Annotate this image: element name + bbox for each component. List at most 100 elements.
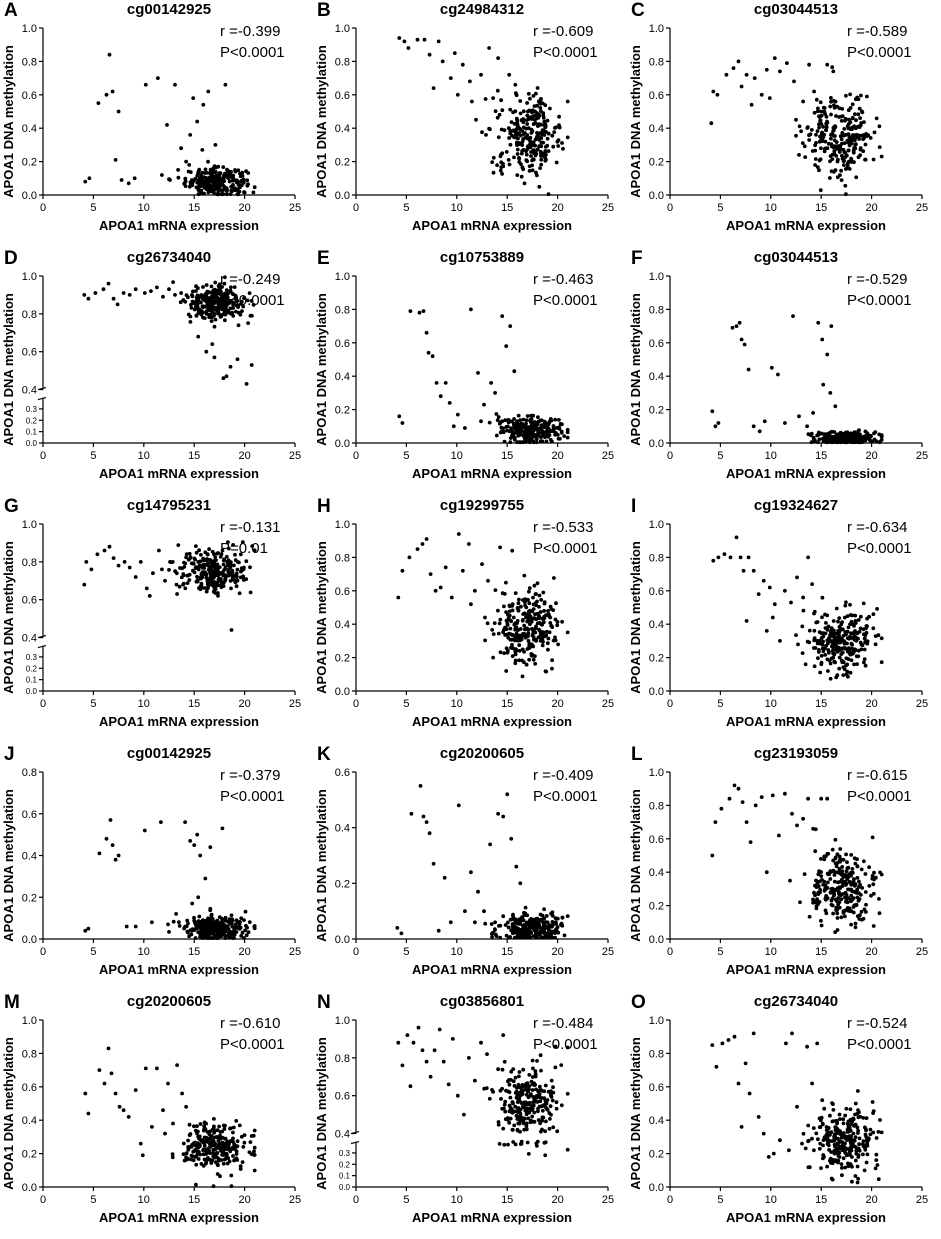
data-point xyxy=(819,918,823,923)
data-point xyxy=(840,1166,844,1170)
data-point xyxy=(512,122,517,126)
data-point xyxy=(741,568,746,573)
data-point xyxy=(530,423,535,428)
data-point xyxy=(516,1121,521,1126)
data-point xyxy=(528,435,533,440)
data-point xyxy=(533,433,538,437)
x-tick-label: 15 xyxy=(501,946,513,958)
data-point xyxy=(234,1152,239,1156)
data-point xyxy=(530,627,534,631)
data-point xyxy=(143,1066,148,1071)
data-point xyxy=(536,1118,541,1122)
data-point xyxy=(540,1089,544,1093)
data-point xyxy=(562,434,567,438)
data-point xyxy=(835,916,840,920)
data-point xyxy=(213,317,218,322)
data-point xyxy=(542,601,547,606)
data-point xyxy=(555,433,560,437)
data-point xyxy=(852,883,857,888)
data-point xyxy=(818,118,822,123)
data-point xyxy=(516,125,521,129)
data-point xyxy=(514,93,519,98)
data-point xyxy=(208,300,213,305)
scatter-points xyxy=(397,307,570,445)
data-point xyxy=(212,558,217,563)
x-tick-label: 25 xyxy=(289,1194,301,1206)
data-point xyxy=(82,293,87,297)
data-point xyxy=(867,884,872,888)
data-point xyxy=(559,923,563,927)
data-point xyxy=(840,153,844,158)
correlation-r: r =-0.463 xyxy=(533,271,593,288)
data-point xyxy=(469,870,473,875)
data-point xyxy=(759,92,764,97)
data-point xyxy=(806,1123,811,1128)
data-point xyxy=(400,1063,405,1068)
data-point xyxy=(113,158,118,162)
data-point xyxy=(226,546,231,551)
data-point xyxy=(513,82,518,87)
data-point xyxy=(531,602,536,607)
data-point xyxy=(836,886,840,891)
data-point xyxy=(490,935,494,939)
data-point xyxy=(161,294,165,299)
data-point xyxy=(817,437,822,442)
data-point xyxy=(420,542,425,546)
x-axis-label: APOA1 mRNA expression xyxy=(412,218,572,233)
data-point xyxy=(541,1115,546,1120)
data-point xyxy=(246,171,251,175)
data-point xyxy=(811,1126,816,1130)
data-point xyxy=(187,1122,192,1127)
data-point xyxy=(515,423,519,428)
data-point xyxy=(756,592,761,596)
data-point xyxy=(194,923,198,927)
data-point xyxy=(231,314,236,318)
data-point xyxy=(507,162,512,167)
data-point xyxy=(512,417,516,421)
data-point xyxy=(187,163,192,167)
data-point xyxy=(215,918,220,923)
data-point xyxy=(229,586,233,591)
y-tick-label: 0.4 xyxy=(335,619,350,631)
data-point xyxy=(536,428,541,433)
data-point xyxy=(181,1152,186,1156)
data-point xyxy=(734,324,739,328)
data-point xyxy=(229,922,234,926)
data-point xyxy=(759,795,764,799)
data-point xyxy=(238,312,243,317)
data-point xyxy=(206,89,211,94)
data-point xyxy=(532,1097,537,1101)
data-point xyxy=(510,608,515,613)
data-point xyxy=(547,1126,552,1131)
data-point xyxy=(440,59,445,64)
data-point xyxy=(529,1092,533,1097)
data-point xyxy=(241,575,246,580)
data-point xyxy=(178,300,183,305)
data-point xyxy=(531,94,536,98)
data-point xyxy=(536,635,541,640)
data-point xyxy=(836,619,840,624)
data-point xyxy=(538,1121,542,1126)
data-point xyxy=(848,613,853,617)
data-point xyxy=(525,101,529,105)
data-point xyxy=(543,1129,547,1134)
data-point xyxy=(239,934,244,938)
data-point xyxy=(863,890,868,894)
data-point xyxy=(789,600,793,605)
data-point xyxy=(542,119,547,124)
data-point xyxy=(510,1127,515,1132)
data-point xyxy=(814,97,819,102)
data-point xyxy=(177,924,182,928)
data-point xyxy=(504,1088,508,1093)
data-point xyxy=(841,1134,845,1138)
data-point xyxy=(830,1161,835,1166)
data-point xyxy=(825,796,830,801)
data-point xyxy=(829,890,833,895)
data-point xyxy=(868,438,873,443)
data-point xyxy=(211,936,216,940)
data-point xyxy=(231,574,235,579)
data-point xyxy=(731,66,736,70)
data-point xyxy=(522,910,526,915)
data-point xyxy=(212,1117,216,1121)
data-point xyxy=(543,103,548,108)
